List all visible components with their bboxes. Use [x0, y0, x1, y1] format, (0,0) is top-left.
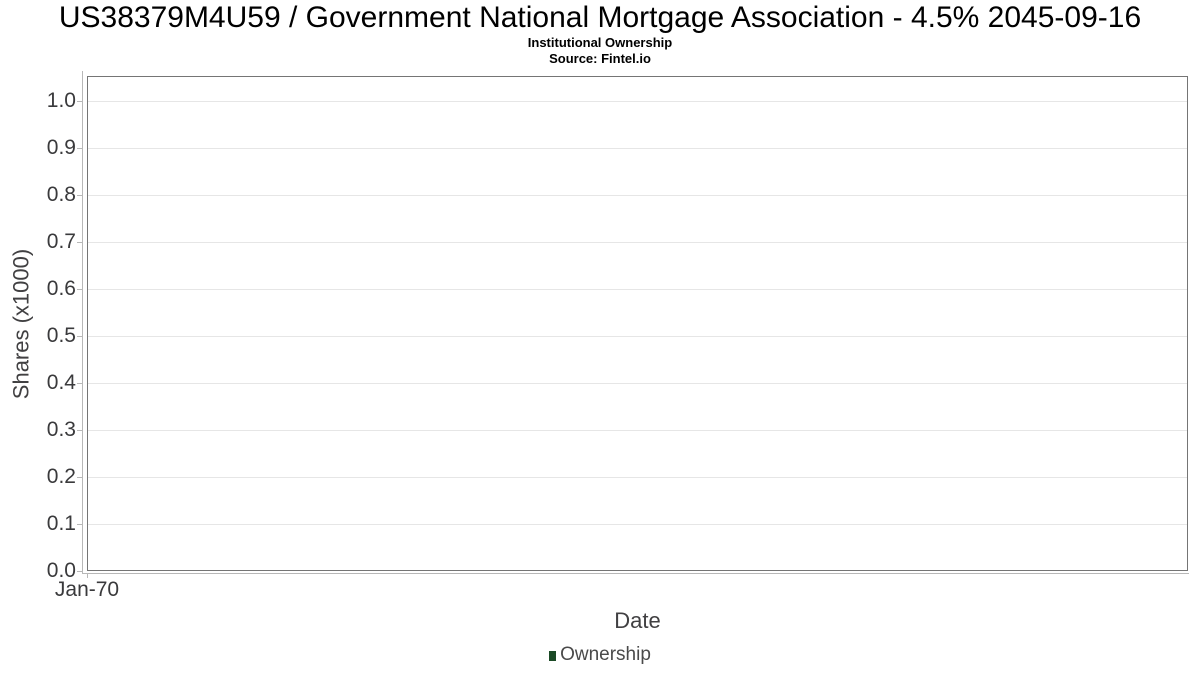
y-tick-mark-0.3	[77, 430, 82, 431]
x-axis-title: Date	[614, 608, 661, 633]
y-tick-label: 0.1	[46, 512, 76, 535]
x-tick-mark-Jan-70	[87, 574, 88, 578]
legend[interactable]: Ownership	[0, 643, 1200, 667]
y-tick-mark-0.4	[77, 383, 82, 384]
gridline-y-0.2	[88, 477, 1187, 478]
y-tick-label: 0.7	[46, 230, 76, 253]
y-tick-label: 0.3	[46, 418, 76, 441]
gridline-y-0.4	[88, 383, 1187, 384]
gridline-y-0.6	[88, 289, 1187, 290]
y-tick-mark-0.6	[77, 289, 82, 290]
gridline-y-0.8	[88, 195, 1187, 196]
y-tick-mark-0.2	[77, 477, 82, 478]
gridline-y-0.3	[88, 430, 1187, 431]
y-tick-label: 0.4	[46, 371, 76, 394]
y-tick-mark-0.8	[77, 195, 82, 196]
y-tick-label: 0.9	[46, 136, 76, 159]
y-tick-label: 0.8	[46, 183, 76, 206]
legend-label-ownership: Ownership	[560, 644, 651, 665]
y-tick-mark-0.9	[77, 148, 82, 149]
y-tick-mark-0.7	[77, 242, 82, 243]
y-axis-line	[82, 71, 83, 574]
y-tick-label: 1.0	[46, 89, 76, 112]
gridline-y-0.1	[88, 524, 1187, 525]
y-tick-label: 0.5	[46, 324, 76, 347]
x-tick-label: Jan-70	[54, 578, 120, 601]
chart-subtitle: Institutional Ownership	[527, 35, 673, 50]
chart-source: Source: Fintel.io	[549, 51, 651, 66]
y-tick-label: 0.0	[46, 559, 76, 582]
y-tick-mark-0.5	[77, 336, 82, 337]
y-tick-label: 0.2	[46, 465, 76, 488]
gridline-y-1.0	[88, 101, 1187, 102]
y-tick-mark-1.0	[77, 101, 82, 102]
y-tick-label: 0.6	[46, 277, 76, 300]
x-axis-line	[82, 573, 1189, 574]
y-tick-mark-0.1	[77, 524, 82, 525]
plot-area	[87, 76, 1188, 571]
gridline-y-0.5	[88, 336, 1187, 337]
y-tick-mark-0.0	[77, 571, 82, 572]
legend-swatch-ownership	[549, 651, 557, 661]
gridline-y-0.9	[88, 148, 1187, 149]
gridline-y-0.7	[88, 242, 1187, 243]
chart-title: US38379M4U59 / Government National Mortg…	[58, 1, 1142, 34]
